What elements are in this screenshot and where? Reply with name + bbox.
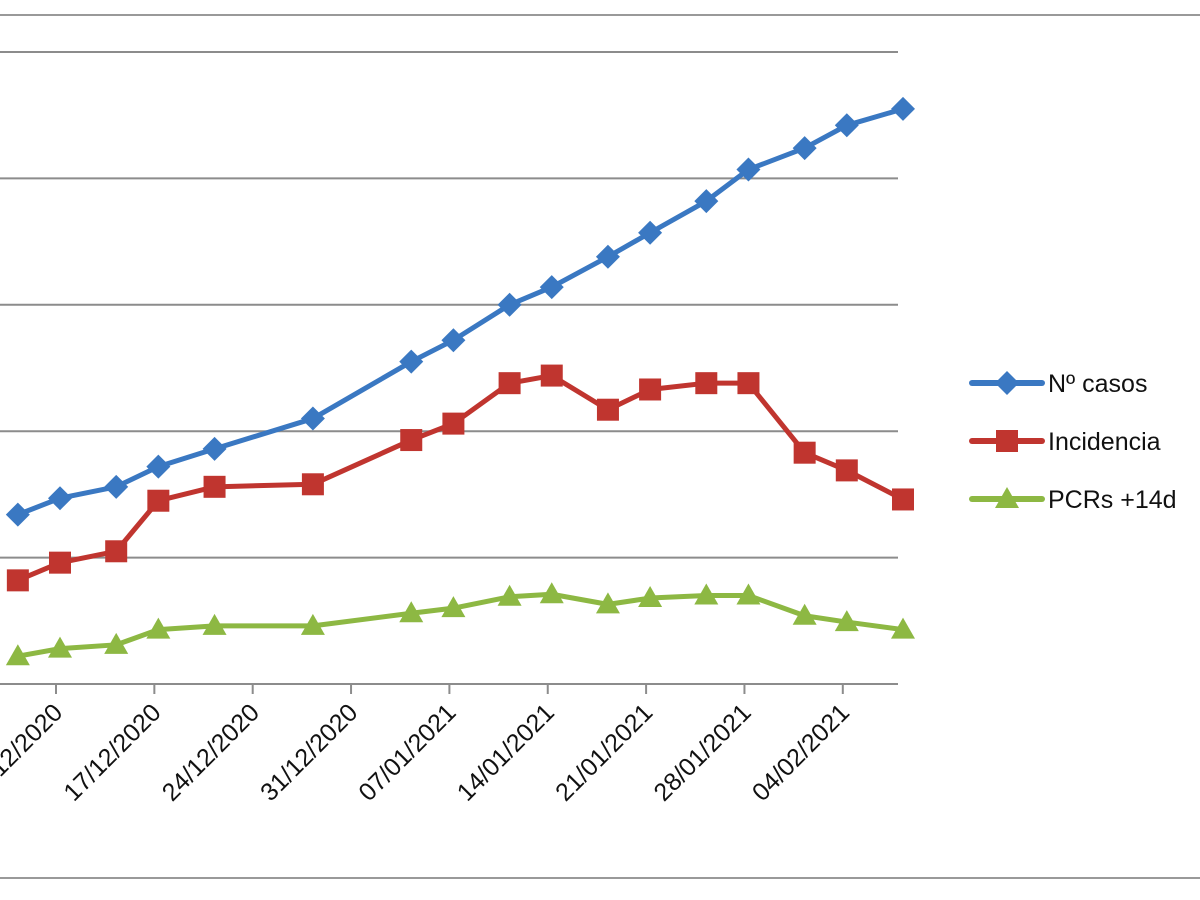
data-point-incidencia bbox=[442, 412, 465, 435]
data-point-n-casos bbox=[694, 189, 719, 214]
legend-item-pcrs-14d: PCRs +14d bbox=[969, 486, 1177, 514]
data-point-incidencia bbox=[596, 398, 619, 421]
legend-item-incidencia: Incidencia bbox=[969, 428, 1161, 456]
series-pcrs-14d bbox=[5, 582, 915, 666]
x-tick-label: 04/02/2021 bbox=[747, 698, 855, 806]
legend-label: Nº casos bbox=[1048, 370, 1147, 398]
data-point-incidencia bbox=[147, 489, 170, 512]
data-point-incidencia bbox=[737, 372, 760, 395]
data-point-n-casos bbox=[792, 136, 817, 161]
data-point-incidencia bbox=[49, 551, 71, 574]
data-point-n-casos bbox=[300, 406, 325, 431]
data-point-n-casos bbox=[736, 157, 761, 182]
data-point-n-casos bbox=[104, 474, 129, 499]
data-point-incidencia bbox=[301, 473, 324, 496]
data-point-pcrs-14d bbox=[300, 613, 325, 635]
data-point-pcrs-14d bbox=[48, 636, 72, 658]
data-point-incidencia bbox=[400, 429, 423, 452]
data-point-pcrs-14d bbox=[441, 596, 466, 618]
data-point-pcrs-14d bbox=[736, 583, 761, 605]
x-tick-label: 10/12/2020 bbox=[0, 698, 68, 806]
data-point-pcrs-14d bbox=[694, 583, 719, 605]
data-point-n-casos bbox=[441, 328, 466, 353]
data-point-incidencia bbox=[793, 441, 816, 464]
data-point-n-casos bbox=[595, 244, 620, 269]
data-point-n-casos bbox=[146, 454, 171, 479]
x-tick-label: 14/01/2021 bbox=[452, 698, 560, 806]
data-point-incidencia bbox=[835, 459, 858, 482]
data-point-incidencia bbox=[892, 488, 914, 511]
data-point-pcrs-14d bbox=[539, 582, 564, 604]
data-point-n-casos bbox=[638, 220, 663, 245]
series-n-casos bbox=[5, 96, 915, 527]
data-point-incidencia bbox=[498, 372, 521, 395]
data-point-n-casos bbox=[202, 436, 227, 461]
x-tick-label: 17/12/2020 bbox=[58, 698, 166, 806]
data-point-pcrs-14d bbox=[5, 644, 30, 666]
legend-marker-diamond-icon bbox=[995, 371, 1019, 395]
data-point-incidencia bbox=[695, 372, 718, 395]
data-point-n-casos bbox=[48, 486, 72, 511]
data-point-pcrs-14d bbox=[891, 617, 915, 639]
legend-marker-triangle-icon bbox=[995, 487, 1019, 508]
series-incidencia bbox=[6, 364, 914, 592]
data-point-pcrs-14d bbox=[399, 601, 424, 623]
x-tick-label: 31/12/2020 bbox=[255, 698, 363, 806]
data-point-pcrs-14d bbox=[104, 632, 129, 654]
series-line-incidencia bbox=[16, 373, 905, 583]
series-line-n-casos bbox=[16, 106, 904, 517]
data-point-pcrs-14d bbox=[497, 584, 522, 606]
legend-item-n-casos: Nº casos bbox=[969, 370, 1147, 398]
legend-label: PCRs +14d bbox=[1048, 486, 1177, 514]
data-point-incidencia bbox=[639, 378, 662, 401]
data-point-pcrs-14d bbox=[595, 592, 620, 614]
data-point-pcrs-14d bbox=[792, 603, 817, 625]
legend-label: Incidencia bbox=[1048, 428, 1161, 456]
x-tick-label: 21/01/2021 bbox=[550, 698, 658, 806]
data-point-n-casos bbox=[5, 502, 30, 527]
data-point-n-casos bbox=[497, 292, 522, 317]
data-point-incidencia bbox=[540, 364, 563, 387]
data-point-incidencia bbox=[6, 569, 29, 592]
data-point-n-casos bbox=[891, 96, 915, 121]
legend-marker-square-icon bbox=[996, 430, 1018, 452]
x-tick-label: 24/12/2020 bbox=[157, 698, 265, 806]
data-point-incidencia bbox=[105, 540, 128, 563]
data-point-n-casos bbox=[834, 113, 859, 138]
data-point-incidencia bbox=[203, 475, 226, 498]
series-line-pcrs-14d bbox=[17, 591, 904, 659]
x-tick-label: 28/01/2021 bbox=[648, 698, 756, 806]
data-point-pcrs-14d bbox=[146, 617, 171, 639]
data-point-n-casos bbox=[399, 349, 424, 374]
data-point-pcrs-14d bbox=[638, 586, 663, 608]
data-point-n-casos bbox=[539, 275, 564, 300]
data-point-pcrs-14d bbox=[834, 610, 859, 632]
x-tick-label: 07/01/2021 bbox=[353, 698, 461, 806]
data-point-pcrs-14d bbox=[202, 613, 227, 635]
